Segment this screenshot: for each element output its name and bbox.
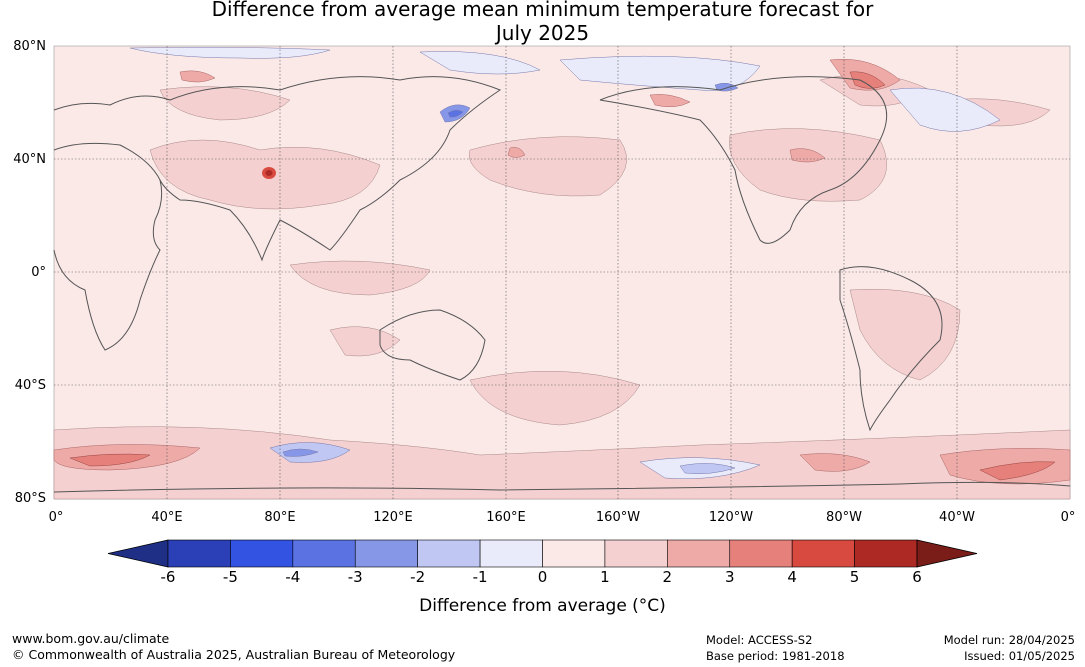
lat-label-40s: 40°S bbox=[14, 378, 46, 393]
lon-label-80e: 80°E bbox=[264, 510, 296, 525]
colorbar-bin bbox=[417, 539, 481, 568]
lon-label-80w: 80°W bbox=[826, 510, 862, 525]
map-title: Difference from average mean minimum tem… bbox=[0, 0, 1085, 45]
colorbar-bin bbox=[667, 539, 731, 568]
model-name: Model: ACCESS-S2 bbox=[706, 633, 813, 647]
graticule bbox=[54, 46, 1070, 499]
colorbar-tick-label: 5 bbox=[849, 568, 860, 586]
colorbar-tick-label: 3 bbox=[724, 568, 735, 586]
colorbar-bin bbox=[604, 539, 668, 568]
colorbar-bin bbox=[542, 539, 606, 568]
website-link[interactable]: www.bom.gov.au/climate bbox=[12, 631, 170, 646]
colorbar bbox=[107, 539, 978, 568]
colorbar-bin bbox=[354, 539, 418, 568]
colorbar-extend-high bbox=[916, 539, 978, 568]
colorbar-tick-label: -3 bbox=[347, 568, 363, 586]
title-line-1: Difference from average mean minimum tem… bbox=[211, 0, 874, 21]
lon-label-0-west: 0° bbox=[48, 510, 64, 525]
colorbar-tick-label: -1 bbox=[472, 568, 488, 586]
lat-label-40n: 40°N bbox=[13, 152, 46, 167]
colorbar-tick-label: 1 bbox=[600, 568, 610, 586]
colorbar-tick-label: -2 bbox=[410, 568, 426, 586]
issued-date: Issued: 01/05/2025 bbox=[964, 649, 1075, 663]
colorbar-tick-label: 4 bbox=[787, 568, 797, 586]
lon-label-160e: 160°E bbox=[486, 510, 526, 525]
lon-label-120e: 120°E bbox=[373, 510, 413, 525]
colorbar-bin bbox=[230, 539, 294, 568]
colorbar-bin bbox=[167, 539, 231, 568]
colorbar-tick-label: -5 bbox=[222, 568, 238, 586]
colorbar-tick-label: -6 bbox=[160, 568, 176, 586]
lat-label-80n: 80°N bbox=[13, 39, 46, 54]
title-line-2: July 2025 bbox=[495, 21, 590, 45]
model-run-date: Model run: 28/04/2025 bbox=[943, 633, 1075, 647]
lon-label-160w: 160°W bbox=[595, 510, 641, 525]
colorbar-tick-label: 0 bbox=[537, 568, 548, 586]
colorbar-tick-label: -4 bbox=[285, 568, 301, 586]
lon-label-40w: 40°W bbox=[939, 510, 975, 525]
colorbar-bin bbox=[791, 539, 855, 568]
colorbar-extend-low bbox=[107, 539, 169, 568]
colorbar-label: Difference from average (°C) bbox=[419, 596, 666, 616]
anomaly-3-4-regions bbox=[69, 71, 1056, 481]
lon-label-0-east: 0° bbox=[1060, 510, 1076, 525]
base-period: Base period: 1981-2018 bbox=[706, 649, 845, 663]
colorbar-tick-label: 2 bbox=[662, 568, 673, 586]
copyright-text: © Commonwealth of Australia 2025, Austra… bbox=[12, 647, 456, 662]
colorbar-tick-label: 6 bbox=[912, 568, 922, 586]
lon-label-40e: 40°E bbox=[151, 510, 183, 525]
anomaly-negative-regions bbox=[129, 47, 1001, 480]
coastlines bbox=[53, 76, 1071, 493]
lat-label-80s: 80°S bbox=[14, 491, 46, 506]
colorbar-bin bbox=[729, 539, 793, 568]
lat-label-0: 0° bbox=[31, 265, 46, 280]
colorbar-bin bbox=[854, 539, 918, 568]
colorbar-bin bbox=[479, 539, 543, 568]
lon-label-120w: 120°W bbox=[708, 510, 754, 525]
anomaly-hotspot bbox=[262, 167, 276, 179]
colorbar-bin bbox=[292, 539, 356, 568]
